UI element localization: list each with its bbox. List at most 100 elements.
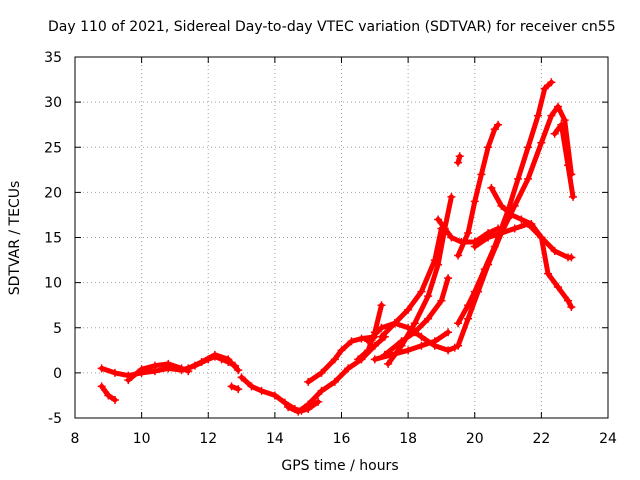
data-point <box>344 364 353 373</box>
data-point <box>317 368 326 377</box>
data-point <box>557 120 566 129</box>
data-point <box>524 143 533 152</box>
data-point <box>454 158 463 167</box>
data-point <box>567 302 576 311</box>
data-point <box>510 201 519 210</box>
x-tick-label: 24 <box>599 431 617 447</box>
data-point <box>314 397 323 406</box>
data-point <box>567 253 576 262</box>
data-point <box>474 287 483 296</box>
data-point <box>137 365 146 374</box>
data-point <box>434 215 443 224</box>
data-point <box>540 84 549 93</box>
data-point <box>497 201 506 210</box>
series-arc-5 <box>227 382 243 394</box>
data-point <box>430 256 439 265</box>
data-point <box>564 161 573 170</box>
series-arc-20 <box>470 219 576 262</box>
data-point <box>397 337 406 346</box>
axis-ticks <box>74 56 609 419</box>
data-point <box>104 391 113 400</box>
data-point <box>464 228 473 237</box>
y-tick-label: 5 <box>53 321 62 337</box>
data-point <box>210 350 219 359</box>
data-point <box>514 174 523 183</box>
data-point <box>364 346 373 355</box>
series-arc-22 <box>550 120 578 201</box>
data-point <box>424 314 433 323</box>
data-point <box>364 337 373 346</box>
y-tick-label: 20 <box>44 185 62 201</box>
x-tick-label: 10 <box>133 431 151 447</box>
data-point <box>564 296 573 305</box>
x-tick-label: 22 <box>532 431 550 447</box>
series-arc-4 <box>184 350 243 375</box>
y-tick-label: 0 <box>53 366 62 382</box>
data-point <box>494 120 503 129</box>
x-tick-label: 12 <box>199 431 217 447</box>
data-point <box>477 170 486 179</box>
y-tick-label: 35 <box>44 50 62 66</box>
data-point <box>554 283 563 292</box>
series-arc-3 <box>124 359 193 385</box>
data-point <box>377 332 386 341</box>
data-point <box>377 301 386 310</box>
data-point <box>437 296 446 305</box>
y-axis-label: SDTVAR / TECUs <box>7 181 23 296</box>
data-point <box>444 346 453 355</box>
data-point <box>330 355 339 364</box>
data-point <box>550 129 559 138</box>
data-point <box>550 247 559 256</box>
data-point <box>380 350 389 359</box>
data-point <box>444 328 453 337</box>
data-point <box>484 233 493 242</box>
data-point <box>237 373 246 382</box>
data-point <box>337 346 346 355</box>
data-point <box>247 382 256 391</box>
data-point <box>404 305 413 314</box>
x-tick-label: 14 <box>266 431 284 447</box>
data-point <box>294 407 303 416</box>
data-point <box>417 332 426 341</box>
data-point <box>284 403 293 412</box>
data-point <box>424 292 433 301</box>
data-point <box>537 138 546 147</box>
x-axis-label: GPS time / hours <box>281 458 398 474</box>
series-trace <box>455 104 574 349</box>
series-arc-13 <box>377 224 446 341</box>
chart-title: Day 110 of 2021, Sidereal Day-to-day VTE… <box>48 19 616 35</box>
data-point <box>554 102 563 111</box>
data-point <box>110 368 119 377</box>
data-point <box>150 361 159 370</box>
data-point <box>124 376 133 385</box>
data-point <box>547 111 556 120</box>
data-point <box>417 287 426 296</box>
series-trace <box>379 226 444 340</box>
tick-labels: 8 10 12 14 16 18 20 22 24 -5 0 5 10 15 20 25 30 35 <box>44 50 617 447</box>
data-point <box>227 382 236 391</box>
data-point <box>410 328 419 337</box>
data-point <box>234 385 243 394</box>
data-point <box>507 210 516 219</box>
data-point <box>455 152 464 161</box>
data-point <box>444 274 453 283</box>
data-point <box>490 125 499 134</box>
data-point <box>110 395 119 404</box>
data-point <box>484 143 493 152</box>
y-tick-label: 25 <box>44 140 62 156</box>
data-point <box>510 224 519 233</box>
data-point <box>197 358 206 367</box>
series-arc-14 <box>380 274 453 359</box>
data-point <box>454 341 463 350</box>
data-point <box>417 341 426 350</box>
data-point <box>534 111 543 120</box>
data-point <box>390 319 399 328</box>
data-point <box>569 192 578 201</box>
data-point <box>560 116 569 125</box>
series-trace <box>382 275 451 358</box>
series-trace <box>472 221 574 260</box>
data-point <box>484 260 493 269</box>
series-trace <box>552 122 576 200</box>
data-point <box>317 386 326 395</box>
